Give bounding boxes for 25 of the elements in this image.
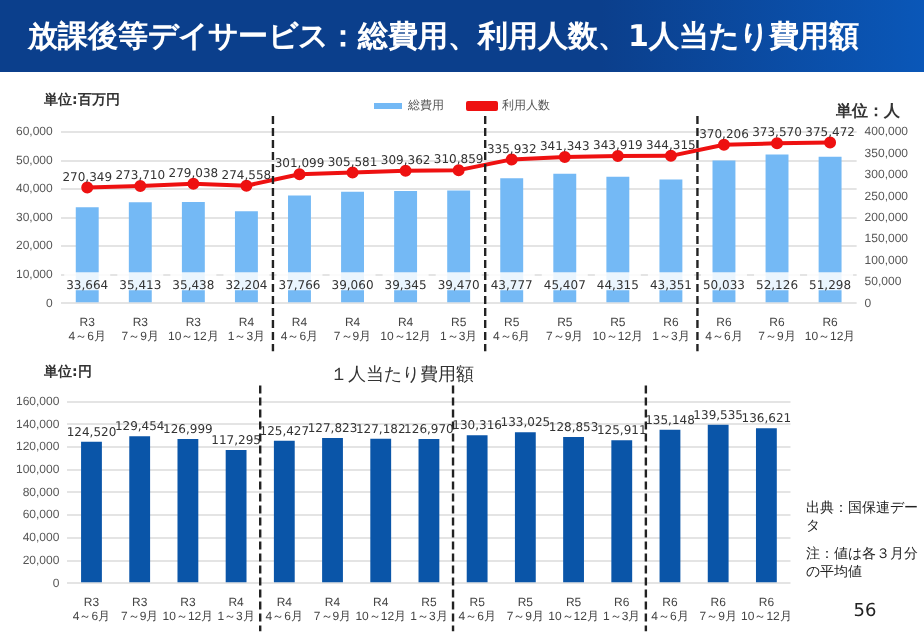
- point: [611, 150, 624, 162]
- bar: [81, 441, 102, 583]
- point: [452, 164, 465, 177]
- y2-axis-title: 単位：人: [834, 102, 902, 121]
- bar: [514, 432, 536, 583]
- point: [134, 180, 147, 193]
- bar: [177, 439, 199, 583]
- bar: [418, 439, 440, 583]
- bar: [466, 435, 488, 583]
- bar: [370, 438, 392, 583]
- bar: [707, 424, 729, 583]
- point: [558, 151, 571, 164]
- point: [293, 168, 306, 181]
- bar: [611, 440, 633, 583]
- text: 56: [851, 602, 879, 627]
- bar: [755, 428, 777, 583]
- bar: [129, 436, 151, 583]
- bar: [563, 436, 584, 583]
- bar: [273, 440, 295, 583]
- bar: [322, 438, 343, 583]
- point: [771, 137, 784, 150]
- bar: [225, 450, 247, 583]
- bar: [659, 429, 681, 583]
- chart-title: １人当たり費用額: [330, 363, 474, 384]
- chart-title: 放課後等デイサービス：総費用、利用人数、1人当たり費用額: [0, 0, 924, 72]
